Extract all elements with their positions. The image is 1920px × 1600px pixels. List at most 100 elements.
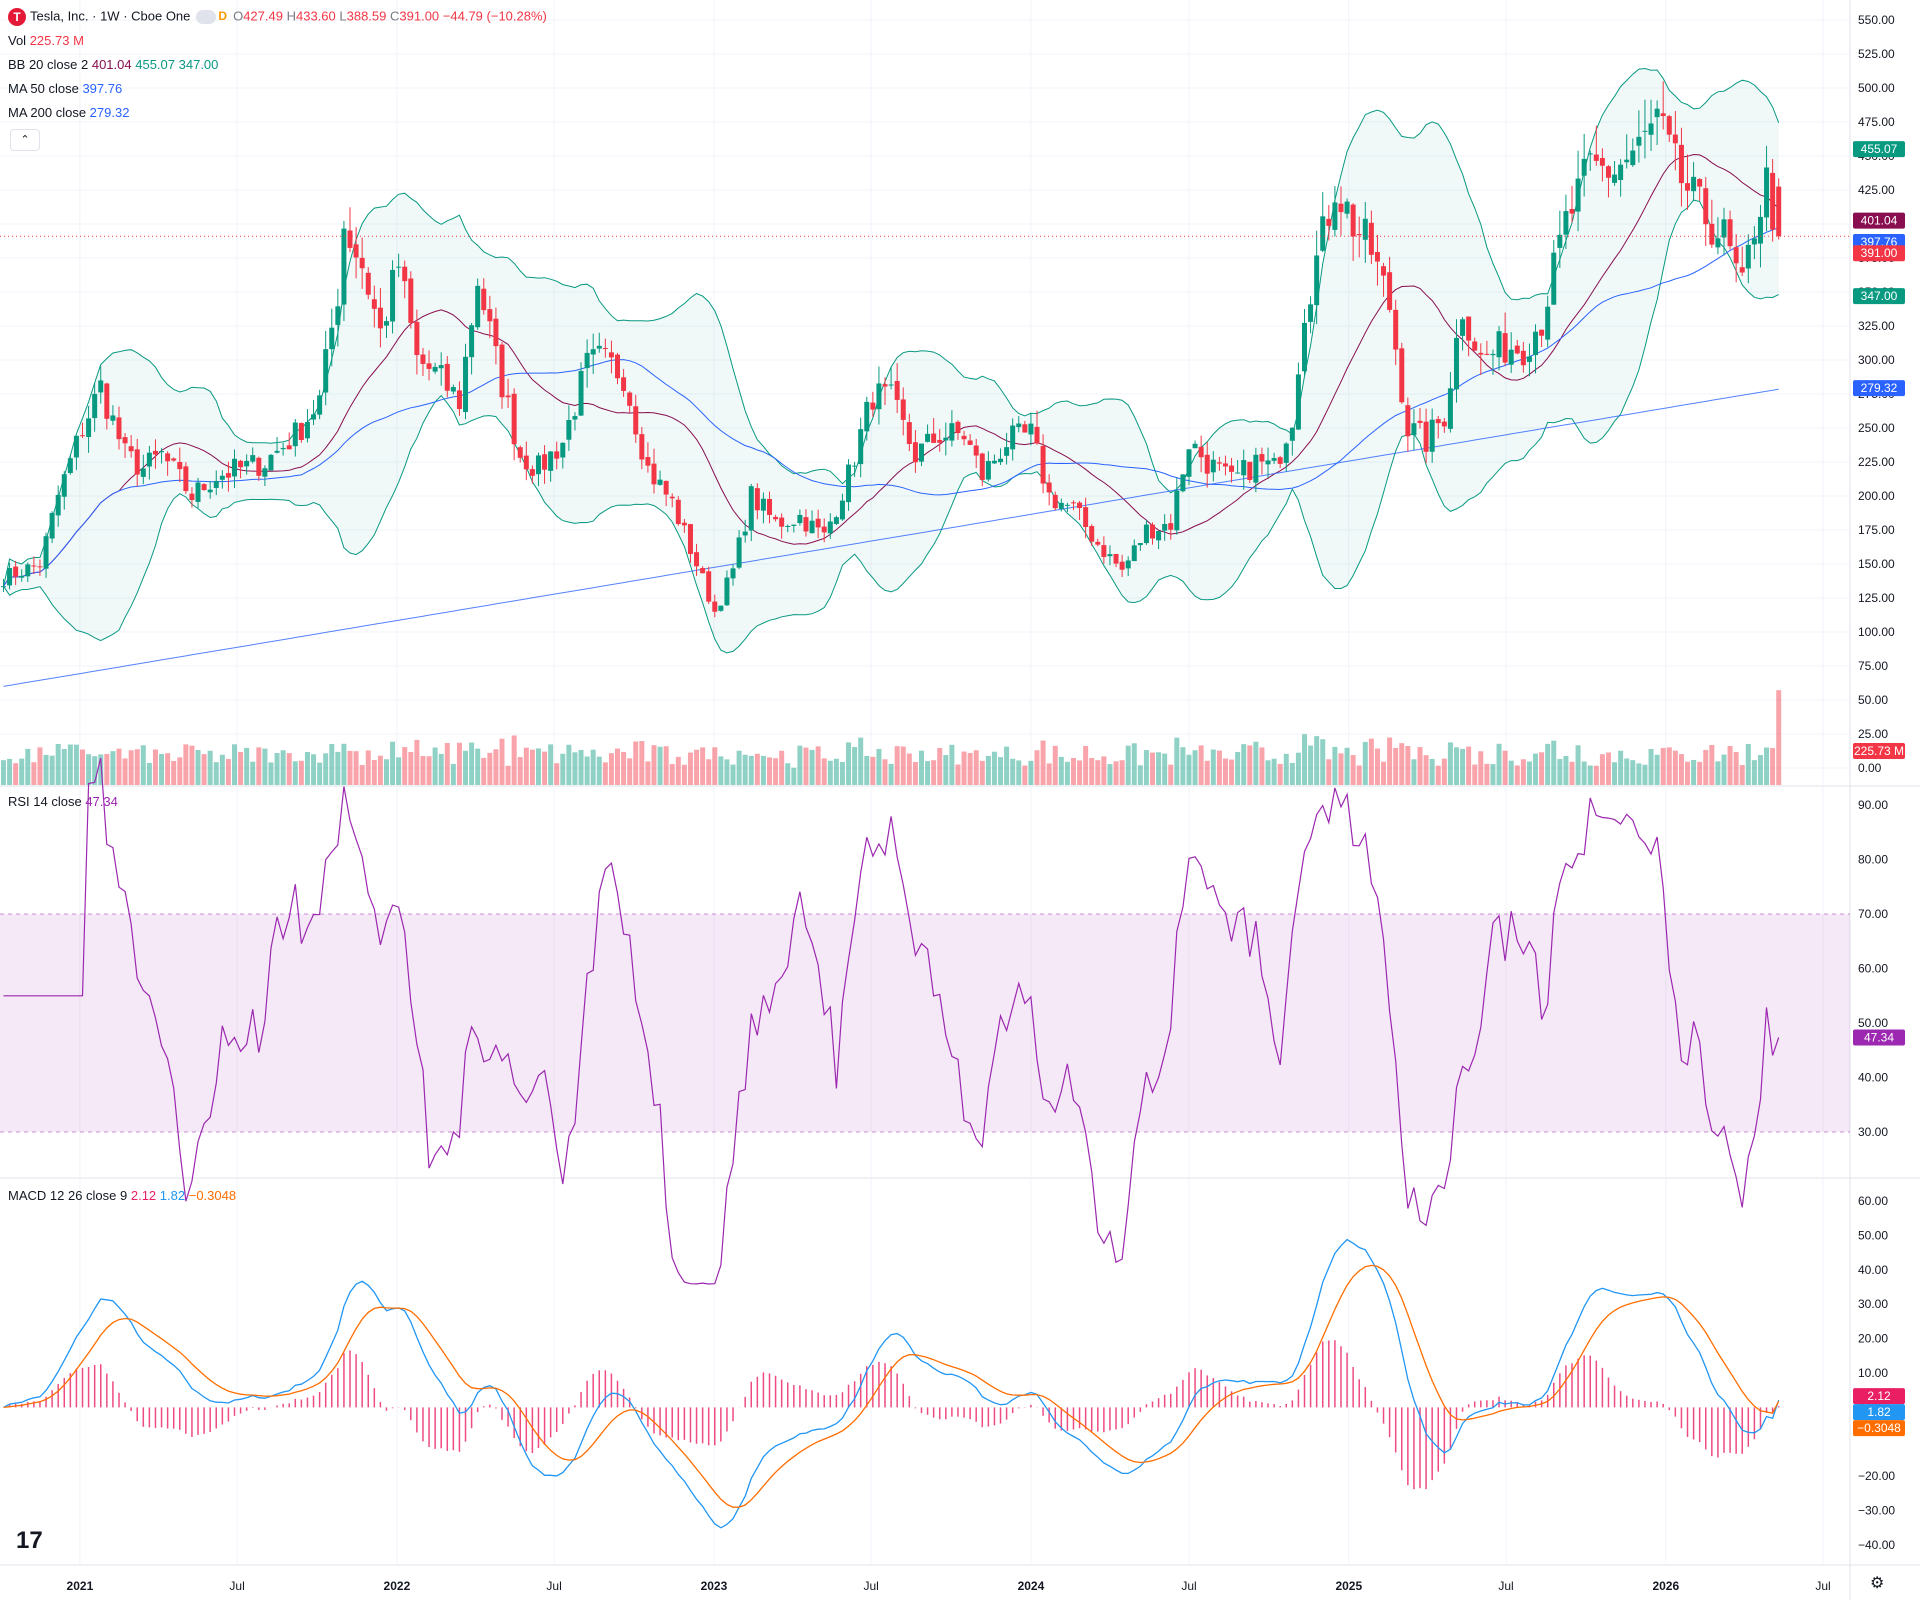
candle-body [1533,331,1539,356]
price-tick-label: 325.00 [1858,319,1895,333]
candle-body [1605,166,1611,178]
badge-bb-mid: 401.04 [1861,214,1898,228]
price-tick-label: 475.00 [1858,115,1895,129]
candle-body [1484,353,1490,355]
candle-body [706,571,712,602]
candle-body [1004,447,1010,456]
tradingview-logo-icon[interactable]: 17 [16,1527,43,1554]
volume-bar [1411,759,1417,785]
volume-bar [1350,755,1356,785]
candle-body [529,469,535,476]
candle-body [925,433,931,442]
close-label: C [390,8,400,24]
volume-bar [766,757,772,785]
volume-bar [1277,763,1283,785]
price-tick-label: 200.00 [1858,489,1895,503]
time-tick-label: Jul [1498,1579,1513,1593]
volume-bar [1581,761,1587,785]
close-value: 391.00 [399,8,440,24]
candle-body [1757,216,1763,244]
candle-body [408,278,414,323]
price-tick-label: 150.00 [1858,557,1895,571]
candle-body [92,393,98,419]
volume-bar [694,749,700,785]
volume-bar [1447,742,1453,785]
volume-bar [1022,765,1028,785]
candle-body [645,457,651,466]
candle-body [463,356,469,412]
volume-bar [876,748,882,785]
candle-body [298,423,304,440]
candle-body [1308,304,1314,322]
candle-body [134,449,140,475]
volume-bar [426,756,432,785]
volume-bar [98,754,104,785]
volume-bar [687,752,693,785]
volume-bar [1593,765,1599,785]
candle-body [1630,150,1636,166]
volume-bar [1143,750,1149,785]
candle-body [207,489,213,493]
volume-bar [1472,764,1478,785]
symbol-title[interactable]: Tesla, Inc. · 1W · Cboe One [30,8,191,24]
legend-rsi[interactable]: RSI 14 close 47.34 [8,794,118,809]
volume-bar [730,764,736,785]
candle-body [943,437,949,441]
candle-body [1435,419,1441,424]
candle-body [1338,203,1344,213]
visibility-toggle-icon[interactable] [196,10,217,24]
volume-bar [1374,748,1380,785]
volume-bar [280,750,286,785]
candle-body [159,451,165,453]
legend-ma50[interactable]: MA 50 close 397.76 [8,81,122,96]
settings-gear-icon[interactable]: ⚙ [1870,1575,1885,1592]
volume-bar [1162,753,1168,785]
price-tick-label: 100.00 [1858,625,1895,639]
candle-body [858,429,864,465]
candle-body [1405,405,1411,437]
candle-body [718,605,724,611]
volume-bar [347,750,353,785]
candle-body [1526,356,1532,362]
legend-volume[interactable]: Vol 225.73 M [8,33,84,48]
candle-body [1052,494,1058,509]
legend-ma200[interactable]: MA 200 close 279.32 [8,105,129,120]
candle-body [1399,348,1405,403]
candle-body [998,458,1004,463]
volume-bar [1423,755,1429,785]
candle-body [918,443,924,462]
candle-body [1034,426,1040,444]
volume-bar [754,753,760,785]
volume-bar [1460,748,1466,785]
volume-bar [1095,760,1101,785]
volume-bar [1478,751,1484,785]
volume-bar [1034,750,1040,785]
volume-bar [864,755,870,785]
candle-body [839,500,845,520]
candle-body [1241,459,1247,476]
high-label: H [286,8,296,24]
legend-macd[interactable]: MACD 12 26 close 9 2.12 1.82 −0.3048 [8,1188,236,1203]
candle-body [1557,234,1563,248]
candle-body [1083,507,1089,527]
collapse-legend-button[interactable]: ⌃ [10,129,40,151]
candle-body [1362,218,1368,240]
volume-bar [1028,760,1034,785]
candle-body [1618,164,1624,181]
volume-bar [1362,741,1368,785]
time-tick-label: Jul [1181,1579,1196,1593]
candle-body [1107,554,1113,557]
price-tick-label: 50.00 [1858,693,1888,707]
volume-bar [335,751,341,785]
volume-bar [7,758,13,785]
volume-bar [1016,760,1022,785]
legend-bb[interactable]: BB 20 close 2 401.04 455.07 347.00 [8,57,218,72]
candle-body [912,442,918,463]
candle-body [1563,211,1569,235]
candle-body [1302,322,1308,372]
candle-body [1478,352,1484,355]
candle-body [1295,374,1301,430]
candle-body [73,435,79,458]
volume-bar [1168,764,1174,785]
